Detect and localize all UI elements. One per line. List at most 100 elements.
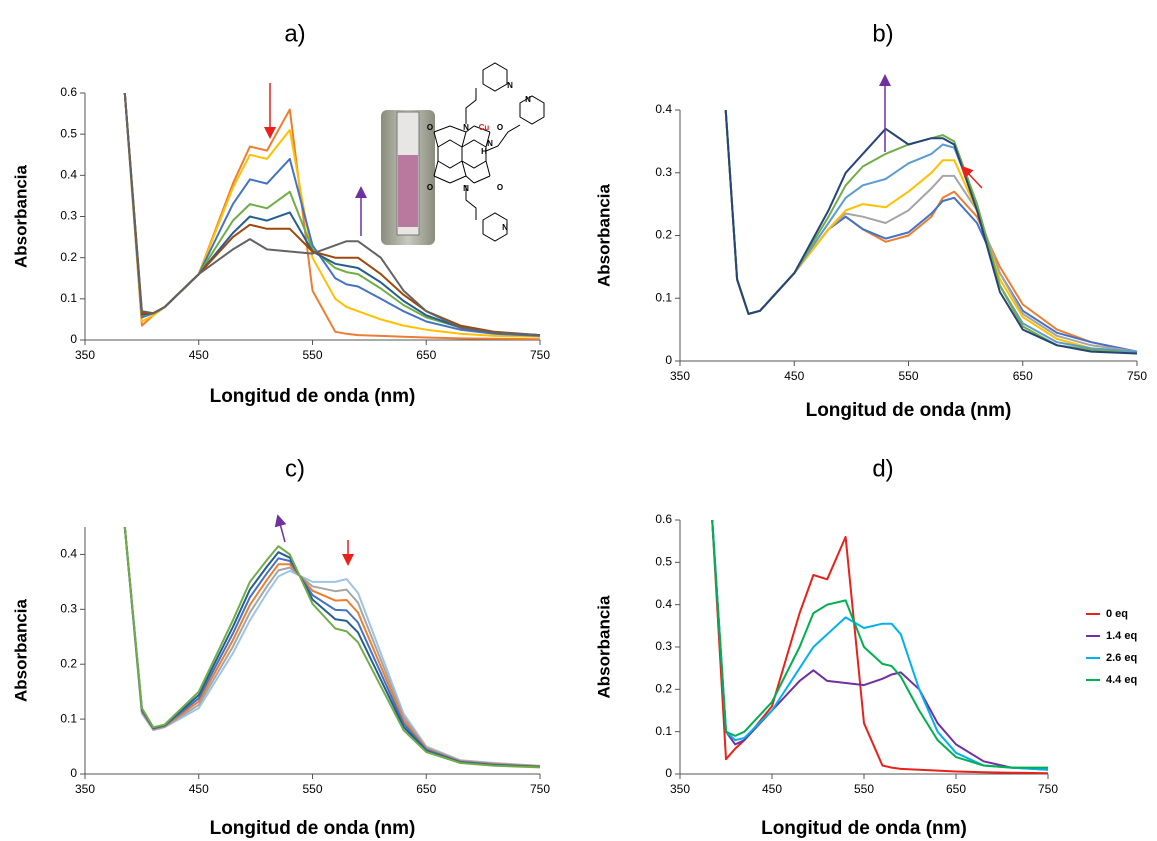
arrow — [274, 514, 287, 543]
series-line — [724, 110, 1138, 353]
x-tick-label: 750 — [1038, 782, 1058, 796]
series-line — [123, 93, 541, 337]
series-line — [123, 527, 541, 768]
y-axis-label: Absorbancia — [11, 164, 30, 268]
y-tick-label: 0.2 — [655, 228, 672, 242]
y-tick-label: 0.3 — [60, 602, 77, 616]
y-tick-label: 0.4 — [655, 597, 672, 611]
atom-label: N — [463, 123, 469, 132]
x-tick-label: 550 — [302, 782, 322, 796]
y-tick-label: 0.3 — [655, 165, 672, 179]
x-tick-label: 450 — [189, 782, 209, 796]
x-tick-label: 550 — [898, 369, 918, 383]
x-tick-label: 350 — [670, 369, 690, 383]
atom-label: N — [507, 81, 513, 90]
y-tick-label: 0.1 — [655, 724, 672, 738]
atom-label: H — [481, 147, 487, 156]
y-tick-label: 0 — [70, 766, 77, 780]
x-tick-label: 450 — [762, 782, 782, 796]
y-tick-label: 0.6 — [655, 512, 672, 526]
series-line — [123, 527, 541, 768]
y-tick-label: 0.6 — [60, 85, 77, 99]
panel-title: b) — [872, 20, 893, 47]
atom-label: N — [463, 184, 469, 193]
vial-photo — [381, 110, 435, 245]
atom-label: N — [502, 223, 508, 232]
y-tick-label: 0 — [665, 766, 672, 780]
y-tick-label: 0.4 — [60, 547, 77, 561]
y-tick-label: 0.1 — [655, 290, 672, 304]
atom-label: O — [497, 183, 503, 192]
x-tick-label: 450 — [784, 369, 804, 383]
y-tick-label: 0.1 — [60, 291, 77, 305]
series-line — [724, 110, 1138, 353]
y-tick-label: 0 — [70, 332, 77, 346]
x-tick-label: 650 — [416, 348, 436, 362]
y-axis-label: Absorbancia — [594, 595, 613, 699]
panel-a: a) Longitud de onda (nm) Absorbancia 0 0.1 0.… — [11, 20, 550, 407]
atom-label: N — [525, 95, 531, 104]
y-tick-label: 0.4 — [60, 168, 77, 182]
y-tick-label: 0.5 — [60, 126, 77, 140]
x-axis-label: Longitud de onda (nm) — [210, 386, 416, 407]
x-axis-label: Longitud de onda (nm) — [806, 400, 1012, 421]
y-tick-label: 0.3 — [60, 209, 77, 223]
y-tick-label: 0.1 — [60, 711, 77, 725]
series-line — [724, 110, 1138, 353]
series-line — [711, 520, 1048, 769]
legend-label: 0 eq — [1106, 608, 1128, 620]
series-line — [123, 527, 541, 768]
atom-label: O — [427, 123, 433, 132]
x-tick-label: 750 — [530, 348, 550, 362]
y-tick-label: 0.5 — [655, 555, 672, 569]
y-tick-label: 0.4 — [655, 102, 672, 116]
series-line — [724, 110, 1138, 355]
x-tick-label: 650 — [1013, 369, 1033, 383]
series-line — [711, 520, 1049, 774]
x-axis-label: Longitud de onda (nm) — [761, 818, 967, 839]
y-tick-label: 0.2 — [655, 682, 672, 696]
series-line — [123, 527, 541, 769]
x-tick-label: 750 — [530, 782, 550, 796]
x-tick-label: 350 — [75, 782, 95, 796]
x-tick-label: 450 — [189, 348, 209, 362]
y-axis-label: Absorbancia — [594, 183, 613, 287]
y-axis-label: Absorbancia — [11, 598, 30, 702]
series-line — [724, 110, 1138, 353]
y-tick-label: 0.2 — [60, 656, 77, 670]
atom-label: Cu — [479, 123, 490, 132]
x-tick-label: 650 — [946, 782, 966, 796]
y-tick-label: 0.2 — [60, 250, 77, 264]
series-line — [123, 527, 541, 768]
x-tick-label: 650 — [416, 782, 436, 796]
x-axis-label: Longitud de onda (nm) — [210, 818, 416, 839]
series-line — [711, 520, 1049, 771]
x-tick-label: 350 — [75, 348, 95, 362]
structure — [433, 62, 545, 242]
atom-label: N — [487, 139, 493, 148]
atom-label: O — [427, 183, 433, 192]
x-tick-label: 750 — [1127, 369, 1147, 383]
structure-labels: O N Cu O N H O N O N N N — [427, 81, 531, 232]
series-line — [724, 110, 1138, 353]
panel-title: c) — [285, 455, 305, 482]
legend-label: 4.4 eq — [1106, 674, 1137, 686]
x-tick-label: 550 — [302, 348, 322, 362]
x-tick-label: 350 — [670, 782, 690, 796]
series-line — [724, 110, 1138, 355]
panel-title: a) — [284, 20, 305, 47]
panel-title: d) — [872, 455, 893, 482]
panel-d: d) Longitud de onda (nm) Absorbancia 0 0.1 0.… — [594, 455, 1137, 839]
series-line — [711, 520, 1049, 771]
legend-label: 2.6 eq — [1106, 652, 1137, 664]
legend-label: 1.4 eq — [1106, 630, 1137, 642]
panel-b: b) Longitud de onda (nm) Absorbancia 0 0.1 0.… — [594, 20, 1147, 421]
y-tick-label: 0 — [665, 353, 672, 367]
y-tick-label: 0.3 — [655, 639, 672, 653]
series-line — [123, 527, 541, 767]
panel-c: c) Longitud de onda (nm) Absorbancia 0 0.1 0.… — [11, 455, 550, 839]
x-tick-label: 550 — [854, 782, 874, 796]
atom-label: O — [497, 123, 503, 132]
